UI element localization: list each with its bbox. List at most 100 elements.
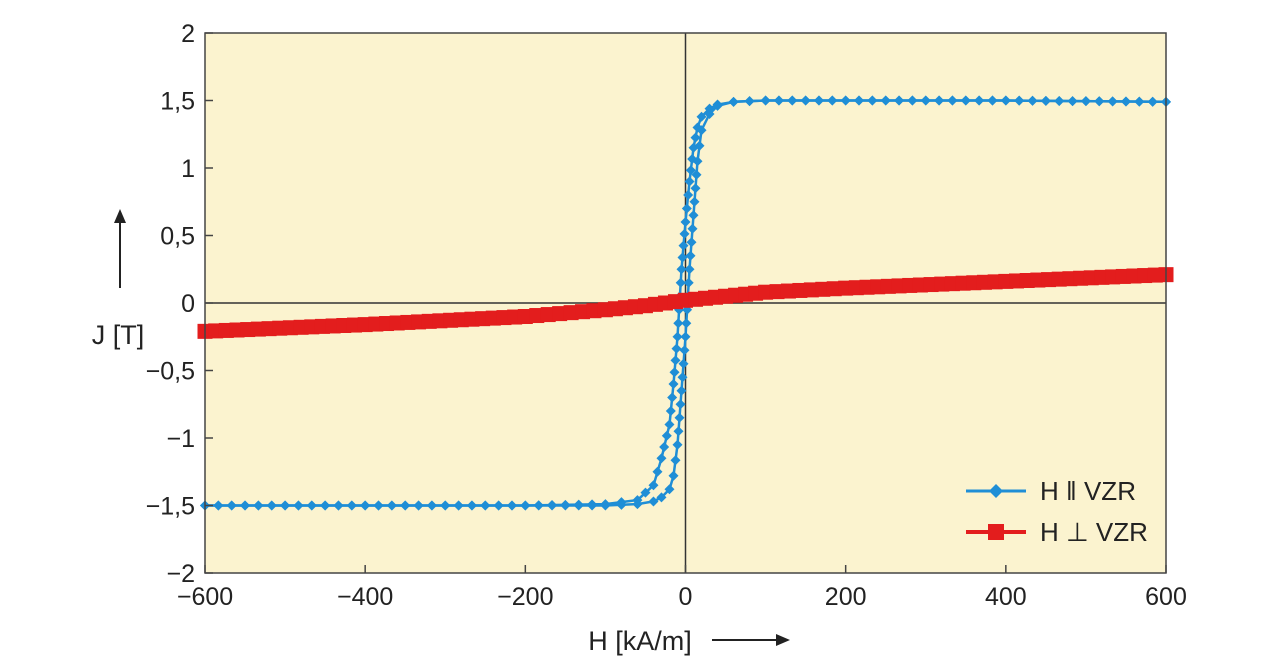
legend-marker-perpendicular bbox=[988, 524, 1004, 540]
y-tick-label: 1 bbox=[181, 155, 195, 183]
data-point bbox=[680, 331, 691, 342]
data-point bbox=[677, 372, 688, 383]
data-point bbox=[640, 487, 651, 498]
data-point bbox=[674, 412, 685, 423]
data-point bbox=[686, 237, 697, 248]
data-point bbox=[669, 367, 680, 378]
data-point bbox=[670, 355, 681, 366]
data-point bbox=[632, 499, 643, 510]
data-point bbox=[540, 307, 556, 323]
data-point bbox=[413, 500, 424, 511]
data-point bbox=[728, 96, 739, 107]
data-point bbox=[665, 406, 676, 416]
x-axis-label: H [kA/m] bbox=[588, 626, 692, 656]
data-point bbox=[803, 282, 819, 298]
data-point bbox=[854, 95, 865, 106]
data-point bbox=[1107, 96, 1118, 107]
data-point bbox=[679, 228, 690, 239]
data-point bbox=[426, 500, 437, 511]
y-tick-label: 0,5 bbox=[160, 223, 195, 251]
y-tick-label: 2 bbox=[181, 20, 195, 48]
data-point bbox=[712, 100, 723, 111]
data-point bbox=[974, 95, 985, 106]
data-point bbox=[934, 95, 945, 106]
data-point bbox=[673, 426, 684, 437]
data-point bbox=[696, 111, 707, 122]
data-point bbox=[664, 419, 675, 430]
data-point bbox=[547, 500, 558, 511]
y-tick-label: −1 bbox=[166, 425, 195, 453]
data-point bbox=[826, 281, 842, 297]
data-point bbox=[677, 252, 688, 263]
data-point bbox=[780, 283, 796, 299]
legend-item-perpendicular: H ⊥ VZR bbox=[966, 517, 1148, 547]
data-point bbox=[760, 95, 771, 106]
data-point bbox=[672, 439, 683, 450]
data-point bbox=[529, 308, 545, 324]
data-point bbox=[493, 500, 504, 511]
data-point bbox=[696, 125, 707, 136]
data-point bbox=[685, 165, 696, 176]
data-point bbox=[466, 500, 477, 511]
data-point bbox=[506, 500, 517, 511]
data-point bbox=[386, 500, 397, 511]
data-point bbox=[1000, 95, 1011, 106]
y-tick-label: 1,5 bbox=[160, 88, 195, 116]
data-point bbox=[676, 264, 687, 275]
data-point bbox=[867, 95, 878, 106]
data-point bbox=[213, 500, 224, 511]
data-point bbox=[687, 223, 698, 234]
data-point bbox=[692, 156, 703, 167]
data-point bbox=[792, 282, 808, 298]
data-point bbox=[480, 500, 491, 511]
data-point bbox=[671, 343, 682, 354]
data-point bbox=[1040, 95, 1051, 106]
data-point bbox=[690, 132, 701, 143]
data-point bbox=[253, 500, 264, 511]
data-point bbox=[880, 95, 891, 106]
y-axis-ticks: 2 1,5 1 0,5 0 −0,5 −1 −1,5 −2 bbox=[146, 20, 213, 588]
data-point bbox=[1067, 96, 1078, 107]
data-point bbox=[685, 250, 696, 261]
data-point bbox=[907, 95, 918, 106]
data-point bbox=[987, 95, 998, 106]
data-point bbox=[680, 217, 691, 227]
data-point bbox=[656, 453, 667, 464]
data-point bbox=[678, 358, 689, 369]
data-point bbox=[840, 95, 851, 106]
data-point bbox=[1054, 95, 1065, 106]
data-point bbox=[517, 309, 533, 324]
data-point bbox=[306, 500, 317, 511]
data-point bbox=[800, 95, 811, 106]
data-point bbox=[827, 95, 838, 106]
y-tick-label: −0,5 bbox=[146, 358, 195, 386]
y-axis-arrow bbox=[114, 209, 126, 288]
data-point bbox=[675, 399, 686, 410]
data-point bbox=[947, 95, 958, 106]
x-tick-label: 600 bbox=[1145, 583, 1187, 611]
data-point bbox=[1014, 95, 1025, 106]
data-point bbox=[769, 284, 785, 300]
data-point bbox=[815, 281, 831, 297]
data-point bbox=[1134, 96, 1145, 107]
legend-label-perpendicular: H ⊥ VZR bbox=[1040, 517, 1148, 547]
data-point bbox=[691, 169, 702, 180]
data-point bbox=[813, 95, 824, 106]
data-point bbox=[676, 385, 687, 396]
x-axis-ticks: −600 −400 −200 0 200 400 600 bbox=[177, 565, 1187, 611]
data-point bbox=[673, 318, 684, 329]
data-point bbox=[678, 240, 689, 251]
series-perpendicular bbox=[197, 267, 1174, 339]
x-tick-label: −600 bbox=[177, 583, 233, 611]
data-point bbox=[960, 95, 971, 106]
x-tick-label: 0 bbox=[679, 583, 693, 611]
data-point bbox=[690, 183, 701, 194]
data-point bbox=[293, 500, 304, 511]
data-point bbox=[533, 500, 544, 511]
data-point bbox=[664, 484, 675, 495]
data-point bbox=[1080, 96, 1091, 107]
data-point bbox=[704, 109, 715, 119]
data-point bbox=[787, 95, 798, 106]
data-point bbox=[453, 500, 464, 511]
data-point bbox=[689, 196, 700, 207]
